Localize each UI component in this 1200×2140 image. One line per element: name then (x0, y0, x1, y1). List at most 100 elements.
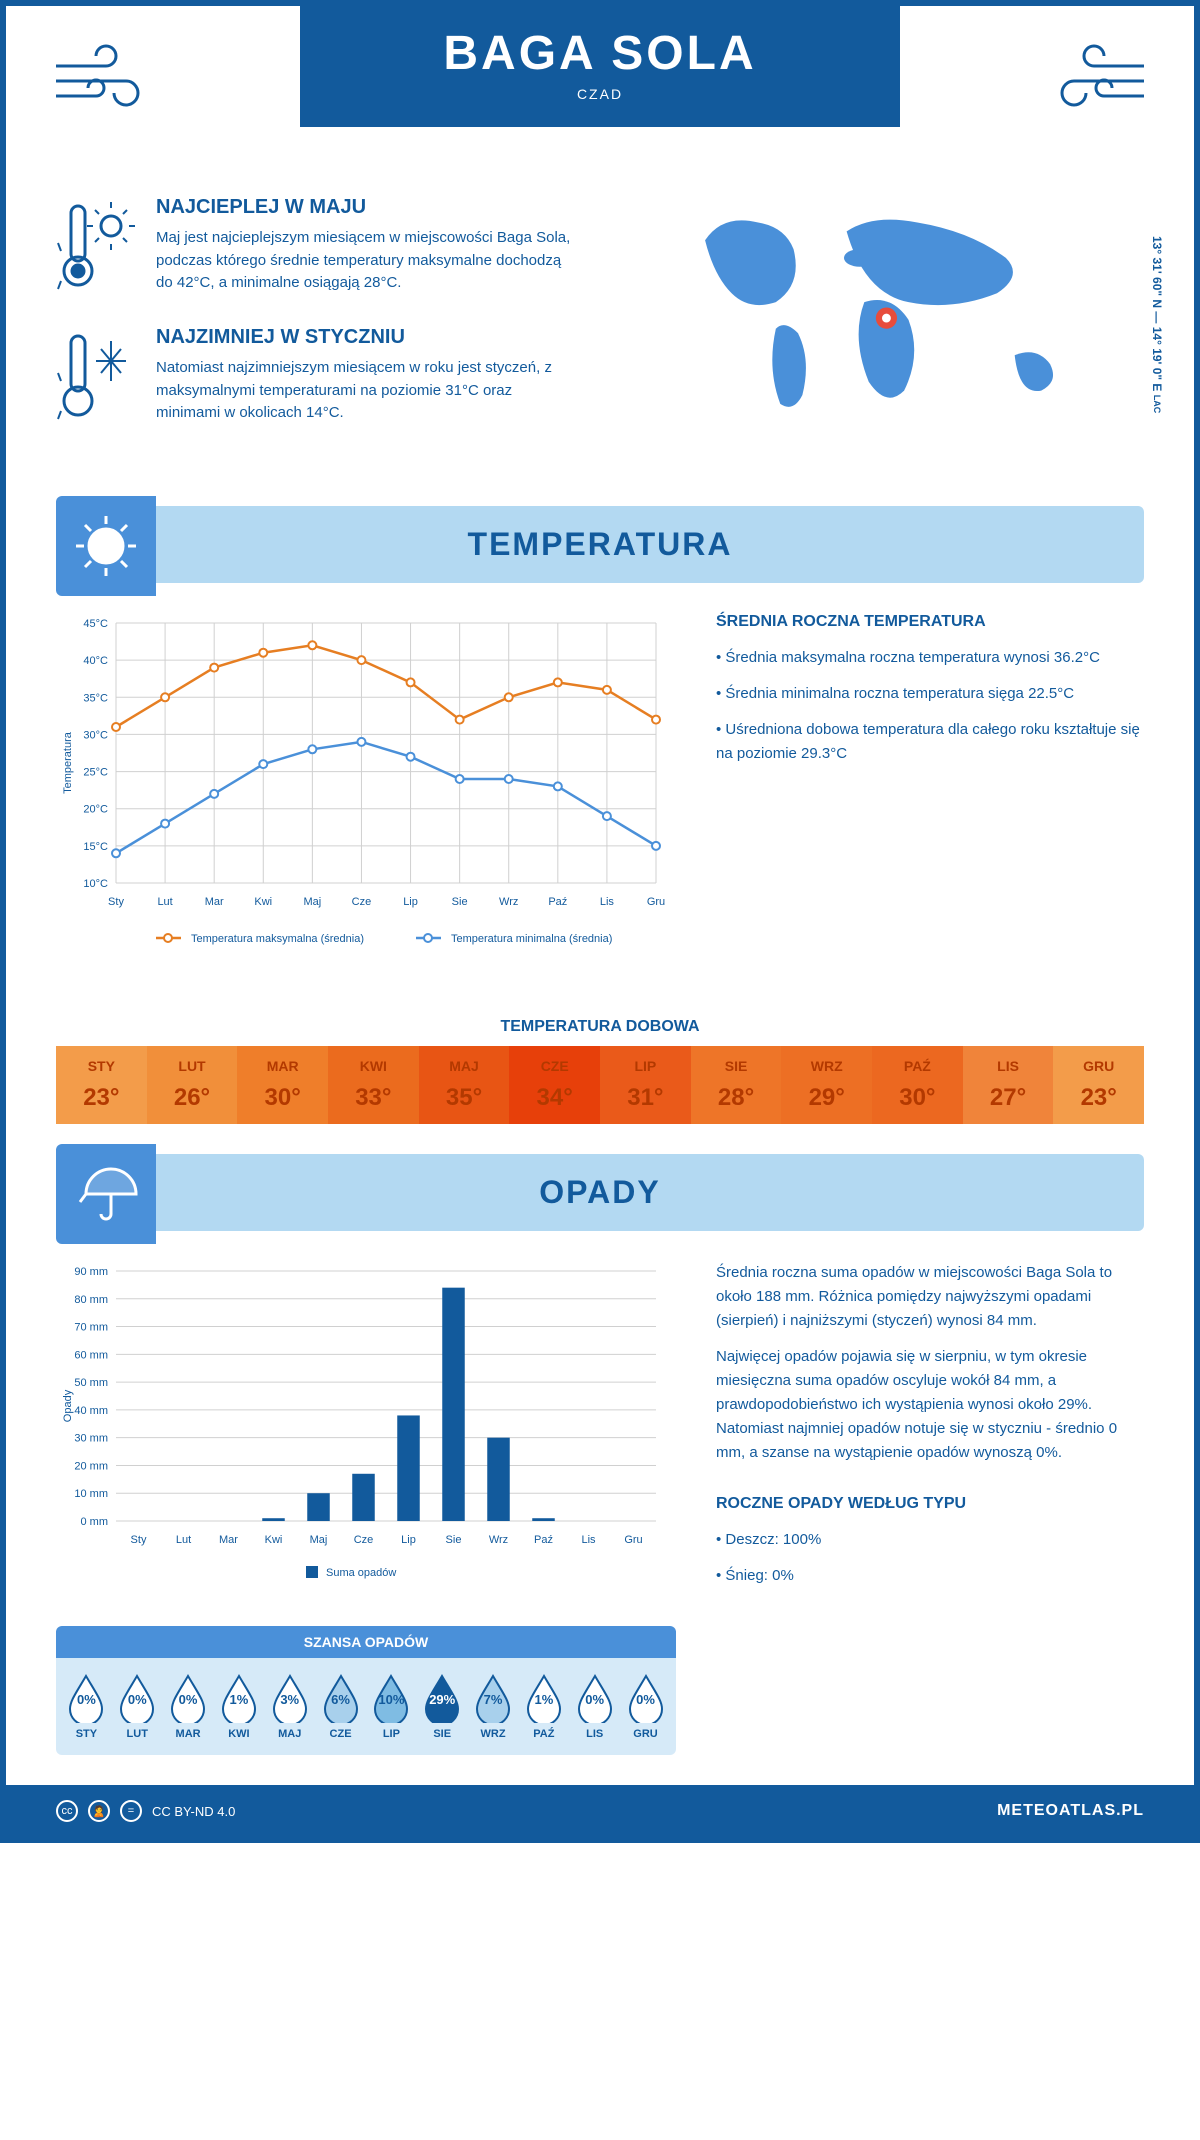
summary-bullet: • Uśredniona dobowa temperatura dla całe… (716, 718, 1144, 766)
svg-text:Lut: Lut (176, 1534, 191, 1546)
daily-temp: 31° (604, 1084, 687, 1112)
rain-summary: Średnia roczna suma opadów w miejscowośc… (716, 1261, 1144, 1755)
svg-text:Opady: Opady (62, 1389, 74, 1422)
rain-chance-pct: 0% (585, 1692, 604, 1707)
daily-temp-title: TEMPERATURA DOBOWA (6, 1018, 1194, 1036)
daily-cell: PAŹ30° (872, 1046, 963, 1124)
rain-section-header: OPADY (56, 1154, 1144, 1231)
daily-temp: 29° (785, 1084, 868, 1112)
svg-text:Sty: Sty (108, 896, 124, 908)
svg-text:70 mm: 70 mm (74, 1322, 108, 1334)
daily-cell: KWI33° (328, 1046, 419, 1124)
svg-text:40 mm: 40 mm (74, 1405, 108, 1417)
rain-chance-pct: 0% (179, 1692, 198, 1707)
svg-text:Maj: Maj (303, 896, 321, 908)
svg-text:Maj: Maj (310, 1534, 328, 1546)
svg-text:90 mm: 90 mm (74, 1266, 108, 1278)
daily-month: MAR (241, 1058, 324, 1074)
site-name: METEOATLAS.PL (997, 1802, 1144, 1820)
daily-month: CZE (513, 1058, 596, 1074)
daily-cell: GRU23° (1053, 1046, 1144, 1124)
rain-chance-pct: 10% (378, 1692, 404, 1707)
rain-chance-month: MAR (163, 1728, 214, 1740)
svg-text:Lut: Lut (157, 896, 172, 908)
intro-section: NAJCIEPLEJ W MAJU Maj jest najcieplejszy… (6, 166, 1194, 486)
daily-temp: 26° (151, 1084, 234, 1112)
daily-cell: CZE34° (509, 1046, 600, 1124)
svg-text:Sty: Sty (131, 1534, 147, 1546)
svg-text:Mar: Mar (219, 1534, 238, 1546)
page: BAGA SOLA CZAD NAJCIEPLEJ W MAJU Maj jes… (0, 0, 1200, 1843)
rain-chance-title: SZANSA OPADÓW (56, 1626, 676, 1658)
svg-text:80 mm: 80 mm (74, 1294, 108, 1306)
wind-decoration-icon (1034, 36, 1154, 130)
svg-text:30°C: 30°C (83, 729, 108, 741)
footer: cc 🙎 = CC BY-ND 4.0 METEOATLAS.PL (6, 1785, 1194, 1837)
svg-text:Cze: Cze (352, 896, 372, 908)
rain-chance-month: STY (61, 1728, 112, 1740)
rain-chance-pct: 29% (429, 1692, 455, 1707)
daily-cell: SIE28° (691, 1046, 782, 1124)
rain-chance-pct: 0% (128, 1692, 147, 1707)
svg-text:40°C: 40°C (83, 655, 108, 667)
svg-text:20°C: 20°C (83, 804, 108, 816)
warmest-title: NAJCIEPLEJ W MAJU (156, 196, 580, 219)
rain-text-1: Średnia roczna suma opadów w miejscowośc… (716, 1261, 1144, 1333)
rain-chance-pct: 1% (229, 1692, 248, 1707)
svg-text:Paź: Paź (548, 896, 567, 908)
rain-body: 0 mm10 mm20 mm30 mm40 mm50 mm60 mm70 mm8… (6, 1231, 1194, 1785)
coldest-text: Natomiast najzimniejszym miesiącem w rok… (156, 357, 580, 425)
daily-temp: 35° (423, 1084, 506, 1112)
umbrella-icon (56, 1144, 156, 1244)
country-subtitle: CZAD (300, 86, 900, 102)
svg-text:Temperatura minimalna (średnia: Temperatura minimalna (średnia) (451, 933, 612, 945)
svg-text:Temperatura maksymalna (średni: Temperatura maksymalna (średnia) (191, 933, 364, 945)
daily-month: LIS (967, 1058, 1050, 1074)
svg-text:Sie: Sie (446, 1534, 462, 1546)
thermometer-snow-icon (56, 326, 136, 426)
rain-chance-pct: 0% (636, 1692, 655, 1707)
map-column: 13° 31' 60" N — 14° 19' 0" E LAC (620, 196, 1144, 456)
daily-month: MAJ (423, 1058, 506, 1074)
svg-text:Lip: Lip (403, 896, 418, 908)
svg-text:10 mm: 10 mm (74, 1488, 108, 1500)
svg-text:Lip: Lip (401, 1534, 416, 1546)
svg-text:Mar: Mar (205, 896, 224, 908)
rain-text-2: Najwięcej opadów pojawia się w sierpniu,… (716, 1345, 1144, 1465)
license-block: cc 🙎 = CC BY-ND 4.0 (56, 1800, 235, 1822)
svg-text:20 mm: 20 mm (74, 1460, 108, 1472)
rain-chance-cell: 10%LIP (366, 1673, 417, 1740)
daily-month: PAŹ (876, 1058, 959, 1074)
rain-chance-cell: 7%WRZ (468, 1673, 519, 1740)
daily-month: GRU (1057, 1058, 1140, 1074)
raindrop-icon: 0% (117, 1673, 157, 1723)
svg-text:Kwi: Kwi (254, 896, 272, 908)
rain-chance-cell: 0% LUT (112, 1673, 163, 1740)
world-map-icon (620, 196, 1144, 426)
summary-bullet: • Średnia maksymalna roczna temperatura … (716, 646, 1144, 670)
raindrop-icon: 0% (626, 1673, 666, 1723)
rain-chance-cell: 6%CZE (315, 1673, 366, 1740)
daily-cell: LUT 26° (147, 1046, 238, 1124)
daily-cell: LIS27° (963, 1046, 1054, 1124)
svg-text:30 mm: 30 mm (74, 1433, 108, 1445)
daily-cell: MAR 30° (237, 1046, 328, 1124)
daily-temp: 30° (241, 1084, 324, 1112)
svg-text:10°C: 10°C (83, 878, 108, 890)
svg-text:25°C: 25°C (83, 767, 108, 779)
daily-temp-table: STY23°LUT26°MAR30°KWI33°MAJ35°CZE34°LIP3… (56, 1046, 1144, 1124)
temperature-summary: ŚREDNIA ROCZNA TEMPERATURA • Średnia mak… (716, 613, 1144, 978)
rain-types-title: ROCZNE OPADY WEDŁUG TYPU (716, 1495, 1144, 1513)
rain-type-bullet: • Deszcz: 100% (716, 1528, 1144, 1552)
raindrop-icon: 10% (371, 1673, 411, 1723)
raindrop-icon: 0% (66, 1673, 106, 1723)
warmest-text: Maj jest najcieplejszym miesiącem w miej… (156, 227, 580, 295)
daily-temp: 33° (332, 1084, 415, 1112)
daily-temp: 23° (60, 1084, 143, 1112)
daily-temp: 28° (695, 1084, 778, 1112)
rain-chance-month: LIS (569, 1728, 620, 1740)
daily-month: LUT (151, 1058, 234, 1074)
svg-text:Lis: Lis (581, 1534, 596, 1546)
rain-chance-cell: 1%KWI (213, 1673, 264, 1740)
rain-chance-month: LUT (112, 1728, 163, 1740)
